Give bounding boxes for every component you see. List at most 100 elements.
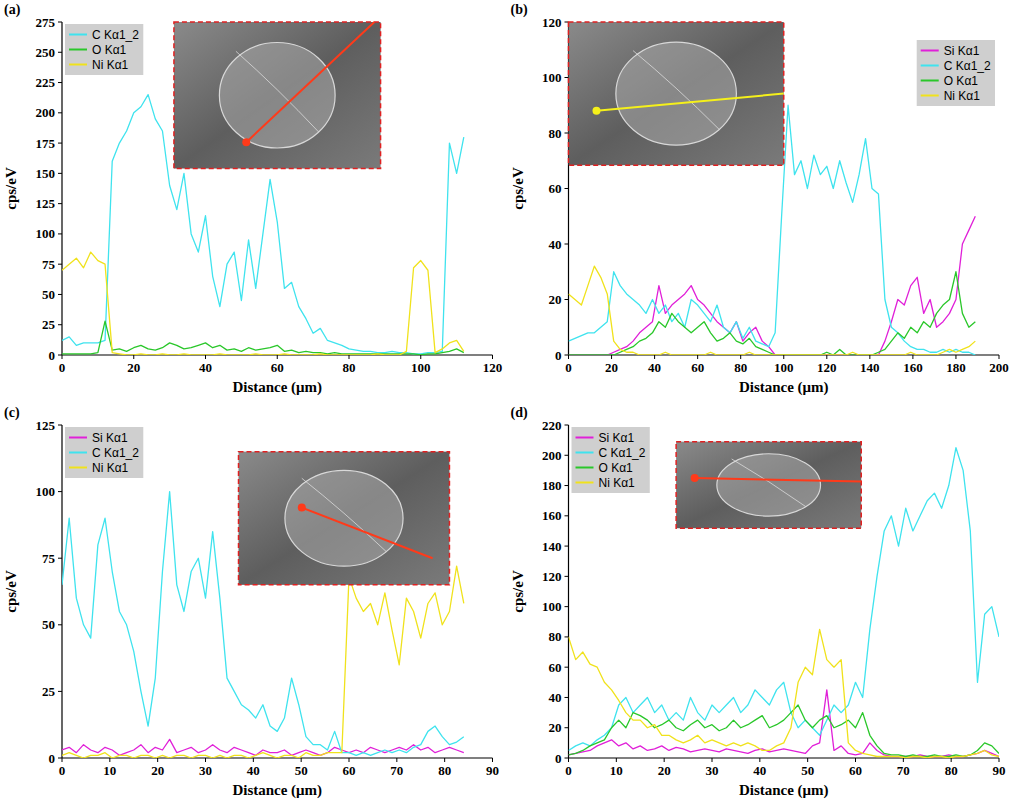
scan-start [298, 504, 306, 512]
x-tick-label: 120 [483, 360, 503, 375]
legend-label: Ni Kα1 [92, 461, 129, 475]
y-tick-label: 125 [36, 196, 56, 211]
y-tick [58, 691, 62, 692]
y-tick [565, 636, 569, 637]
panel: (d)0102030405060708090020406080100120140… [510, 405, 1006, 799]
x-tick [783, 355, 784, 359]
x-tick-label: 140 [860, 360, 880, 375]
series-line [569, 272, 976, 355]
x-tick-label: 180 [946, 360, 966, 375]
legend: Si Kα1C Kα1_2O Kα1Ni Kα1 [572, 427, 650, 493]
y-tick-label: 120 [542, 569, 562, 584]
series-line [62, 321, 464, 355]
legend-box [572, 427, 650, 493]
x-tick [616, 758, 617, 762]
inset-border [174, 22, 381, 169]
legend-swatch [921, 95, 939, 97]
y-tick-label: 25 [42, 317, 56, 332]
y-tick-label: 50 [42, 287, 55, 302]
scan-start [691, 474, 699, 482]
y-tick [565, 299, 569, 300]
y-tick-label: 140 [542, 539, 562, 554]
y-tick [58, 82, 62, 83]
y-tick [565, 727, 569, 728]
scan-line [596, 94, 783, 111]
x-axis-title: Distance (μm) [232, 782, 322, 799]
y-tick-label: 125 [36, 418, 56, 433]
y-tick-label: 100 [542, 70, 562, 85]
x-tick-label: 30 [199, 763, 212, 778]
y-tick-label: 0 [49, 751, 56, 766]
inset-background [676, 442, 861, 529]
legend-swatch [69, 49, 87, 51]
x-tick-label: 0 [59, 360, 66, 375]
x-tick [492, 758, 493, 762]
x-tick-label: 200 [989, 360, 1009, 375]
y-tick [58, 143, 62, 144]
scan-start [242, 138, 250, 146]
y-tick-label: 40 [549, 690, 562, 705]
scan-line [695, 478, 862, 481]
x-tick-label: 60 [691, 360, 704, 375]
x-tick [568, 758, 569, 762]
y-tick-label: 200 [36, 105, 56, 120]
x-tick [712, 758, 713, 762]
y-tick-label: 120 [542, 15, 562, 30]
y-tick [565, 244, 569, 245]
series-line [569, 448, 1000, 751]
x-tick-label: 80 [734, 360, 747, 375]
x-tick-label: 20 [658, 763, 671, 778]
y-tick [58, 294, 62, 295]
x-tick [277, 355, 278, 359]
y-tick-label: 80 [549, 629, 562, 644]
x-tick [349, 758, 350, 762]
x-tick [301, 758, 302, 762]
y-tick-label: 160 [542, 508, 562, 523]
legend-label: O Kα1 [599, 461, 634, 475]
x-tick [109, 758, 110, 762]
x-tick-label: 40 [648, 360, 661, 375]
x-tick-label: 40 [199, 360, 212, 375]
x-tick [396, 758, 397, 762]
y-axis-title: cps/eV [3, 570, 19, 613]
legend-swatch [69, 452, 87, 454]
legend-box [65, 24, 143, 75]
figure: (a)0204060801001200255075100125150175200… [0, 0, 1013, 806]
y-tick-label: 75 [42, 257, 56, 272]
y-tick-label: 250 [36, 45, 56, 60]
legend-swatch [921, 65, 939, 67]
inset-image [239, 452, 450, 585]
y-tick [565, 697, 569, 698]
legend-label: Si Kα1 [944, 44, 980, 58]
x-tick-label: 60 [271, 360, 284, 375]
legend-label: Si Kα1 [599, 431, 635, 445]
x-axis-title: Distance (μm) [232, 379, 322, 396]
x-tick-label: 80 [945, 763, 958, 778]
panel: (c)01020304050607080900255075100125Dista… [3, 405, 499, 799]
x-tick-label: 70 [897, 763, 910, 778]
data-lines [569, 448, 1000, 758]
x-tick [759, 758, 760, 762]
panel-letter: (b) [511, 2, 528, 18]
x-tick [903, 758, 904, 762]
y-tick [58, 52, 62, 53]
inset-border [239, 452, 450, 585]
inset-particle [285, 470, 403, 566]
y-tick [58, 558, 62, 559]
panel: (b)0204060801001201401601802000204060801… [510, 2, 1009, 396]
x-tick [999, 758, 1000, 762]
legend-box [65, 427, 143, 478]
x-tick-label: 0 [565, 360, 572, 375]
x-axis-title: Distance (μm) [739, 782, 829, 799]
y-tick-label: 75 [42, 551, 56, 566]
x-tick-label: 40 [753, 763, 766, 778]
x-axis-title: Distance (μm) [739, 379, 829, 396]
legend-swatch [69, 64, 87, 66]
legend: Si Kα1C Kα1_2O Kα1Ni Kα1 [917, 40, 995, 106]
y-tick-label: 60 [549, 181, 562, 196]
y-tick [565, 77, 569, 78]
legend-swatch [69, 34, 87, 36]
y-tick [58, 112, 62, 113]
x-tick [654, 355, 655, 359]
x-tick [157, 758, 158, 762]
